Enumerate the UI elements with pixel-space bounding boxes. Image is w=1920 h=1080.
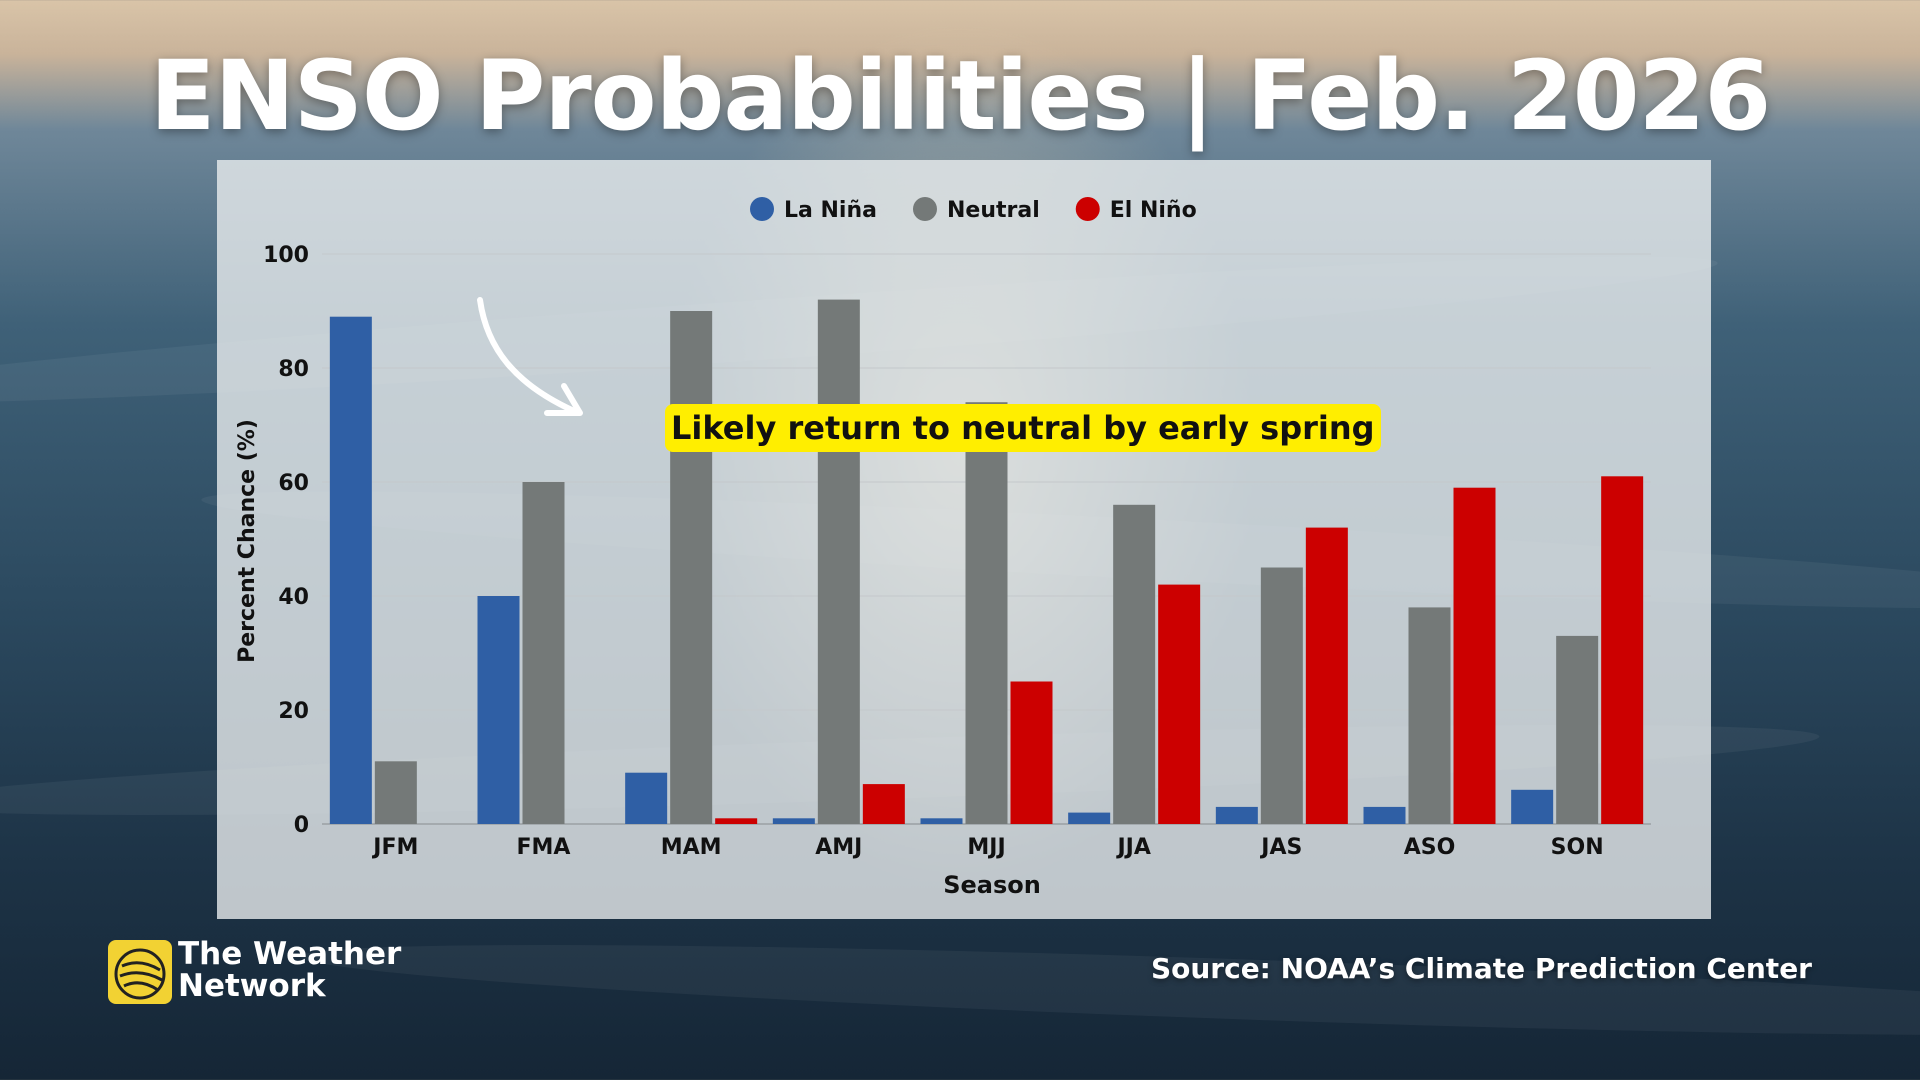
brand-name: The Weather Network bbox=[178, 936, 402, 1004]
bar-son-elnio bbox=[1601, 476, 1644, 824]
x-tick-son: SON bbox=[1551, 835, 1604, 860]
bar-amj-elnio bbox=[862, 784, 905, 824]
y-tick-100: 100 bbox=[263, 243, 309, 268]
bar-amj-neutral bbox=[817, 299, 860, 825]
bar-aso-elnio bbox=[1453, 487, 1496, 824]
page-title: ENSO Probabilities | Feb. 2026 bbox=[149, 40, 1771, 152]
x-tick-jja: JJA bbox=[1115, 835, 1150, 860]
bar-jja-elnio bbox=[1158, 584, 1201, 824]
bar-fma-neutral bbox=[522, 482, 565, 824]
x-tick-jfm: JFM bbox=[371, 835, 418, 860]
bar-jja-lania bbox=[1068, 812, 1111, 824]
x-tick-jas: JAS bbox=[1259, 835, 1302, 860]
weather-network-logo: The Weather Network bbox=[108, 938, 408, 1008]
bar-fma-lania bbox=[477, 596, 520, 824]
annotation-arrow bbox=[477, 297, 577, 414]
legend-marker-1 bbox=[912, 197, 937, 221]
legend-label-0: La Niña bbox=[784, 198, 877, 223]
y-tick-20: 20 bbox=[278, 699, 309, 724]
y-tick-60: 60 bbox=[278, 471, 309, 496]
legend-label-2: El Niño bbox=[1110, 198, 1197, 223]
x-tick-mam: MAM bbox=[661, 835, 722, 860]
bar-chart: 0 20 40 60 80 100 JFM FMA MAM AMJ MJJ JJA JAS ASO SON… bbox=[235, 197, 1651, 899]
bar-mjj-elnio bbox=[1010, 681, 1053, 824]
x-tick-fma: FMA bbox=[517, 835, 571, 860]
y-tick-0: 0 bbox=[294, 813, 309, 838]
y-tick-80: 80 bbox=[278, 357, 309, 382]
bars bbox=[329, 299, 1644, 825]
annotation-callout: Likely return to neutral by early spring bbox=[665, 404, 1381, 452]
x-tick-aso: ASO bbox=[1404, 835, 1456, 860]
chart-panel: 0 20 40 60 80 100 JFM FMA MAM AMJ MJJ JJA JAS ASO SON… bbox=[217, 160, 1711, 919]
bar-mam-neutral bbox=[670, 311, 713, 824]
bar-mjj-lania bbox=[920, 818, 963, 824]
bar-son-lania bbox=[1511, 789, 1554, 824]
y-axis-label: Percent Chance (%) bbox=[235, 419, 260, 663]
globe-icon bbox=[108, 940, 172, 1004]
bar-jfm-neutral bbox=[374, 761, 417, 824]
legend: La Niña Neutral El Niño bbox=[750, 197, 1197, 223]
x-axis-label: Season bbox=[943, 871, 1041, 899]
bar-aso-neutral bbox=[1408, 607, 1451, 824]
annotation-arrow-head bbox=[544, 383, 583, 416]
bar-jas-lania bbox=[1215, 806, 1258, 824]
source-text: Source: NOAA’s Climate Prediction Center bbox=[1150, 952, 1812, 985]
y-tick-40: 40 bbox=[278, 585, 309, 610]
x-tick-labels: JFM FMA MAM AMJ MJJ JJA JAS ASO SON bbox=[371, 835, 1603, 860]
bar-mam-lania bbox=[625, 772, 668, 824]
bar-amj-lania bbox=[772, 818, 815, 824]
bar-jfm-lania bbox=[329, 316, 372, 824]
bar-jja-neutral bbox=[1113, 504, 1156, 824]
y-tick-labels: 0 20 40 60 80 100 bbox=[263, 243, 309, 838]
bar-aso-lania bbox=[1363, 806, 1406, 824]
bar-jas-neutral bbox=[1260, 567, 1303, 824]
legend-marker-2 bbox=[1075, 197, 1100, 221]
bar-mam-elnio bbox=[715, 818, 758, 824]
legend-marker-0 bbox=[750, 197, 774, 221]
x-tick-mjj: MJJ bbox=[967, 835, 1005, 860]
bar-mjj-neutral bbox=[965, 402, 1008, 824]
x-tick-amj: AMJ bbox=[815, 835, 862, 860]
bar-jas-elnio bbox=[1305, 527, 1348, 824]
bar-son-neutral bbox=[1556, 635, 1599, 824]
legend-label-1: Neutral bbox=[947, 198, 1040, 223]
